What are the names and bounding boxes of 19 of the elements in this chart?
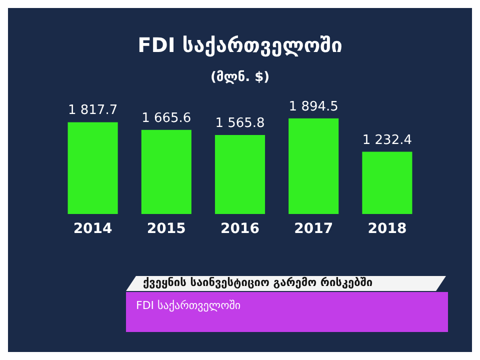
bar bbox=[362, 152, 412, 214]
data-label: 1 894.5 bbox=[288, 99, 338, 114]
text: ქვეყნის საინვესტიციო გარემო რისკებში bbox=[143, 276, 373, 289]
text: FDI საქართველოში bbox=[136, 299, 241, 312]
x-tick-label: 2018 bbox=[368, 221, 407, 237]
data-label: 1 817.7 bbox=[68, 103, 118, 118]
bar bbox=[214, 134, 266, 214]
data-label: 1 565.8 bbox=[215, 116, 265, 131]
x-tick-label: 2016 bbox=[220, 221, 260, 237]
x-tick-label: 2014 bbox=[73, 221, 113, 237]
data-label: 1 665.6 bbox=[142, 110, 192, 126]
bar bbox=[141, 130, 192, 214]
chart-title: FDI საქართველოში bbox=[138, 33, 342, 57]
x-tick-label: 2015 bbox=[146, 221, 186, 237]
bar bbox=[288, 118, 339, 214]
chart-subtitle: (მლნ. $) bbox=[210, 70, 270, 85]
bar bbox=[68, 122, 118, 214]
x-tick-label: 2017 bbox=[294, 221, 334, 237]
data-label: 1 232.4 bbox=[362, 132, 412, 148]
